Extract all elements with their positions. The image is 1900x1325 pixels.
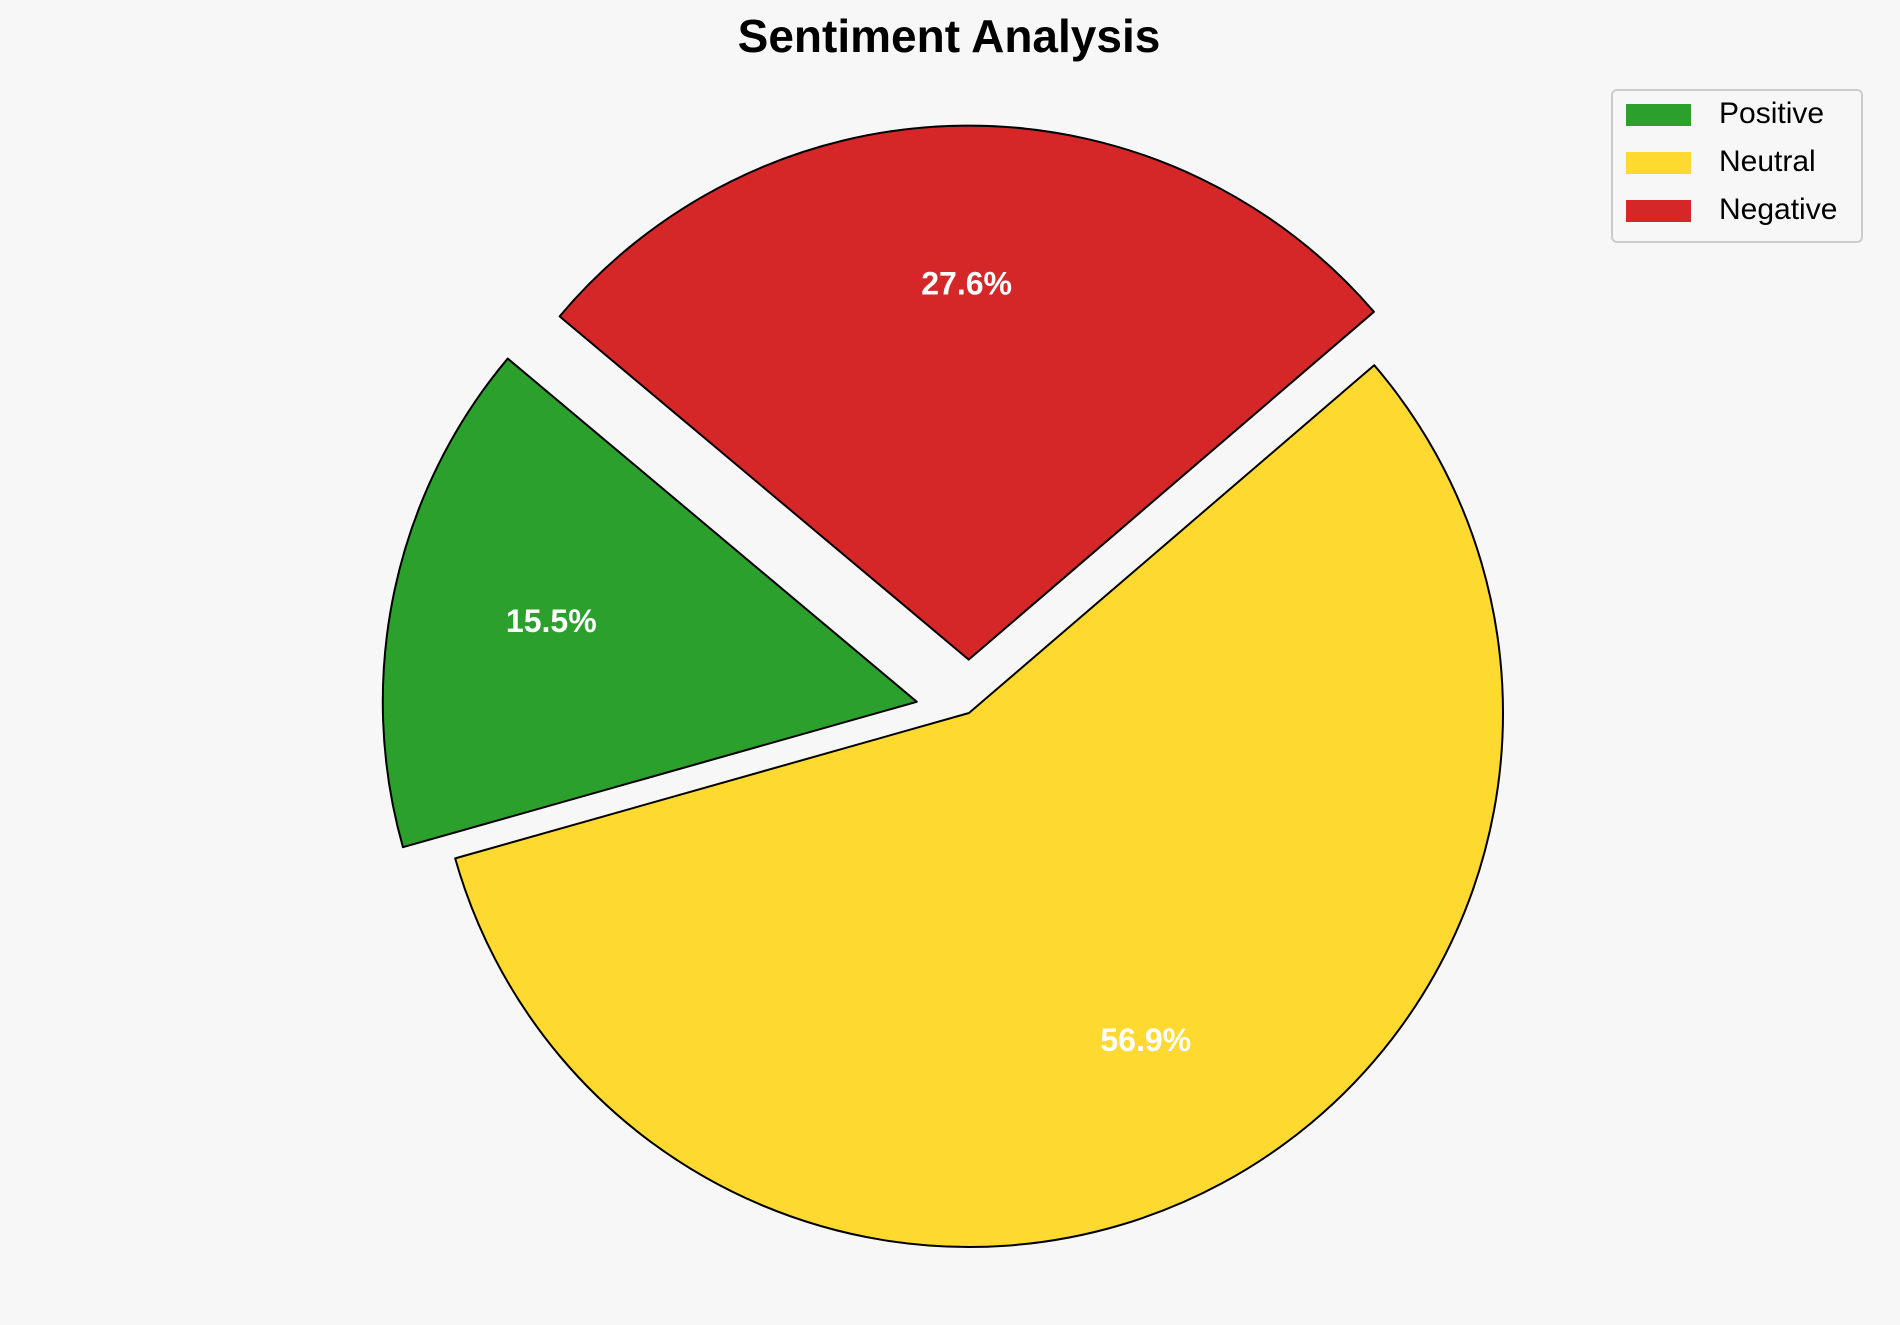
pie-slice bbox=[381, 357, 918, 849]
slice-label: 27.6% bbox=[921, 265, 1012, 301]
legend-label: Positive bbox=[1719, 97, 1824, 130]
legend-label: Neutral bbox=[1719, 145, 1816, 178]
pie-slice bbox=[454, 364, 1504, 1248]
pie-slice bbox=[558, 124, 1375, 661]
chart-title: Sentiment Analysis bbox=[738, 10, 1161, 62]
legend-swatch bbox=[1626, 200, 1691, 222]
legend-swatch bbox=[1626, 104, 1691, 126]
slice-label: 56.9% bbox=[1100, 1022, 1191, 1058]
slice-label: 15.5% bbox=[506, 603, 597, 639]
legend-label: Negative bbox=[1719, 193, 1837, 226]
legend-swatch bbox=[1626, 152, 1691, 174]
